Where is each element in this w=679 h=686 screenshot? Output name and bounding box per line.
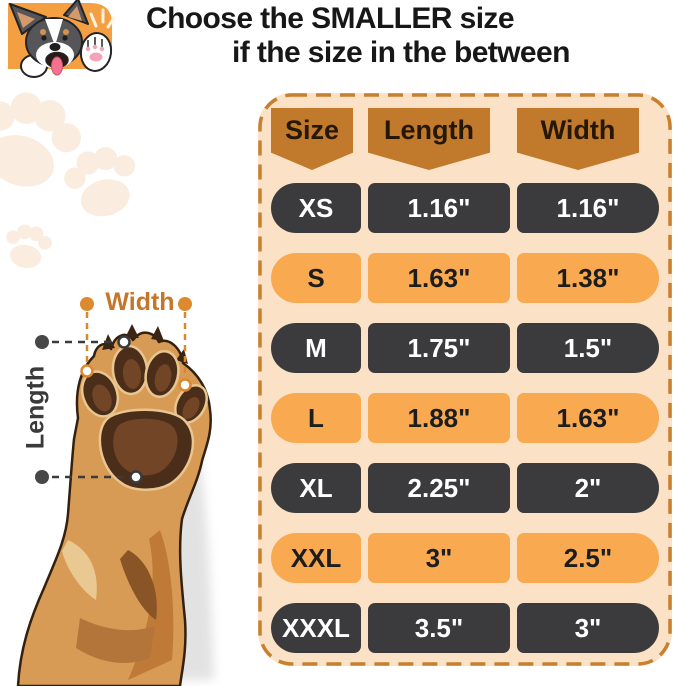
waving-paw-icon <box>79 32 113 72</box>
header-length: Length <box>368 108 490 170</box>
cell-length: 1.88" <box>368 393 510 443</box>
width-dot-left <box>80 297 94 311</box>
cell-size: M <box>271 323 361 373</box>
title-line-2: if the size in the between <box>232 36 570 69</box>
measurement-lines <box>35 297 192 484</box>
table-row-l: L 1.88" 1.63" <box>271 393 659 443</box>
cell-length: 3.5" <box>368 603 510 653</box>
table-header-row: Size Length Width <box>271 108 659 170</box>
sparkle-icon <box>89 8 116 29</box>
cell-width: 3" <box>517 603 659 653</box>
cell-length: 3" <box>368 533 510 583</box>
length-label: Length <box>21 365 50 450</box>
cell-size: XXL <box>271 533 361 583</box>
table-row-xs: XS 1.16" 1.16" <box>271 183 659 233</box>
paw-prints-watermark-icon <box>0 85 146 272</box>
toe-pad-highlights <box>92 359 200 419</box>
table-row-m: M 1.75" 1.5" <box>271 323 659 373</box>
cell-size: XS <box>271 183 361 233</box>
width-endpoint-right <box>178 378 192 392</box>
table-row-xl: XL 2.25" 2" <box>271 463 659 513</box>
page-title: Choose the SMALLER size if the size in t… <box>146 2 570 70</box>
header-width: Width <box>517 108 639 170</box>
cell-length: 2.25" <box>368 463 510 513</box>
size-chart-panel: Size Length Width XS 1.16" 1.16" S 1.63"… <box>258 93 672 666</box>
length-endpoint-top <box>117 335 131 349</box>
table-row-xxl: XXL 3" 2.5" <box>271 533 659 583</box>
cell-width: 1.5" <box>517 323 659 373</box>
corgi-head <box>9 0 89 76</box>
cell-width: 2.5" <box>517 533 659 583</box>
header-size: Size <box>271 108 353 170</box>
cell-size: L <box>271 393 361 443</box>
table-row-xxxl: XXXL 3.5" 3" <box>271 603 659 653</box>
cell-length: 1.16" <box>368 183 510 233</box>
cell-size: XXXL <box>271 603 361 653</box>
corgi-mascot-icon <box>8 0 116 78</box>
width-guide-lines <box>85 312 187 378</box>
cell-size: XL <box>271 463 361 513</box>
cell-size: S <box>271 253 361 303</box>
width-dot-right <box>178 297 192 311</box>
length-dot-bottom <box>35 470 49 484</box>
cell-width: 1.38" <box>517 253 659 303</box>
cell-width: 1.63" <box>517 393 659 443</box>
dog-paw-illustration <box>16 324 214 686</box>
table-row-s: S 1.63" 1.38" <box>271 253 659 303</box>
cell-width: 2" <box>517 463 659 513</box>
width-label: Width <box>105 288 175 316</box>
length-endpoint-bottom <box>129 470 143 484</box>
title-line-1: Choose the SMALLER size <box>146 2 515 35</box>
cell-length: 1.75" <box>368 323 510 373</box>
width-endpoint-left <box>80 364 94 378</box>
cell-width: 1.16" <box>517 183 659 233</box>
length-guide-lines <box>52 340 128 479</box>
length-dot-top <box>35 335 49 349</box>
cell-length: 1.63" <box>368 253 510 303</box>
